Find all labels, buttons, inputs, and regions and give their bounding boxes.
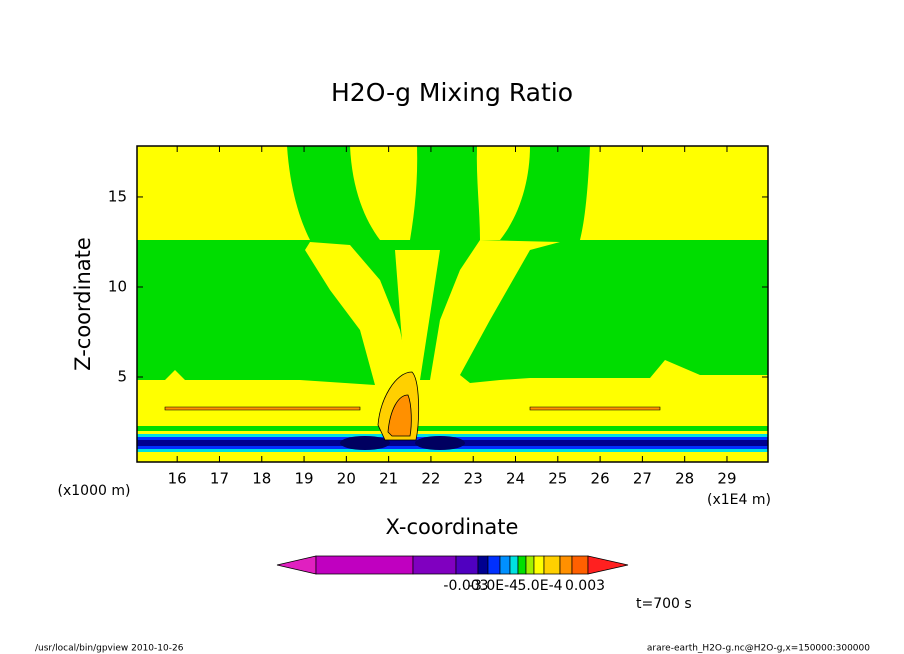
colorbar-segment [509,555,519,575]
colorbar-segment [559,555,573,575]
annotation: t=700 s [636,596,692,612]
x-tick-label: 23 [464,470,483,488]
x-tick-label: 18 [252,470,271,488]
colorbar-segment [543,555,561,575]
y-unit-label: (x1000 m) [58,483,131,499]
x-axis-label: X-coordinate [386,515,519,539]
contour-fill [415,436,465,450]
x-tick-label: 29 [717,470,736,488]
colorbar-segment [571,555,589,575]
x-tick-label: 17 [210,470,229,488]
contour-fill [395,250,440,380]
colorbar-label: 5.0E-4 [517,578,562,594]
contour-fill [137,240,768,385]
contour-fill [387,394,412,437]
y-axis-label: Z-coordinate [71,237,95,371]
footer-right: arare-earth_H2O-g.nc@H2O-g,x=150000:3000… [647,644,870,654]
colorbar-segment [487,555,501,575]
y-tick-label: 10 [108,277,127,295]
colorbar-segment [533,555,545,575]
x-tick-label: 21 [379,470,398,488]
contour-fill [410,146,480,240]
colorbar-label: 0.003 [565,578,605,594]
colorbar-segment [517,555,527,575]
x-tick-label: 22 [421,470,440,488]
x-tick-label: 28 [675,470,694,488]
colorbar-label: -0.003 [443,578,488,594]
x-tick-label: 16 [168,470,187,488]
colorbar-segment [315,555,414,575]
colorbar-segment [412,555,457,575]
contour-fill [164,406,661,411]
colorbar-segment [587,555,629,575]
contour-fill [287,146,380,240]
colorbar-segment [499,555,511,575]
x-tick-label: 19 [295,470,314,488]
x-tick-label: 24 [506,470,525,488]
colorbar-segment [525,555,535,575]
plot-frame [136,145,769,463]
contour-field [136,145,769,463]
y-tick-label: 15 [108,187,127,205]
contour-fill [500,146,590,240]
x-tick-label: 27 [633,470,652,488]
contour-fill [137,426,768,431]
x-unit-label: (x1E4 m) [707,492,771,508]
y-tick-label: 5 [117,368,127,386]
x-tick-label: 25 [548,470,567,488]
x-tick-label: 26 [591,470,610,488]
footer-left: /usr/local/bin/gpview 2010-10-26 [35,644,184,654]
chart-title: H2O-g Mixing Ratio [331,78,573,107]
x-tick-label: 20 [337,470,356,488]
colorbar-label: -3.0E-4 [468,578,518,594]
colorbar-segment [455,555,479,575]
colorbar-segment [477,555,489,575]
contour-fill [340,436,390,450]
colorbar-segment [276,555,317,575]
